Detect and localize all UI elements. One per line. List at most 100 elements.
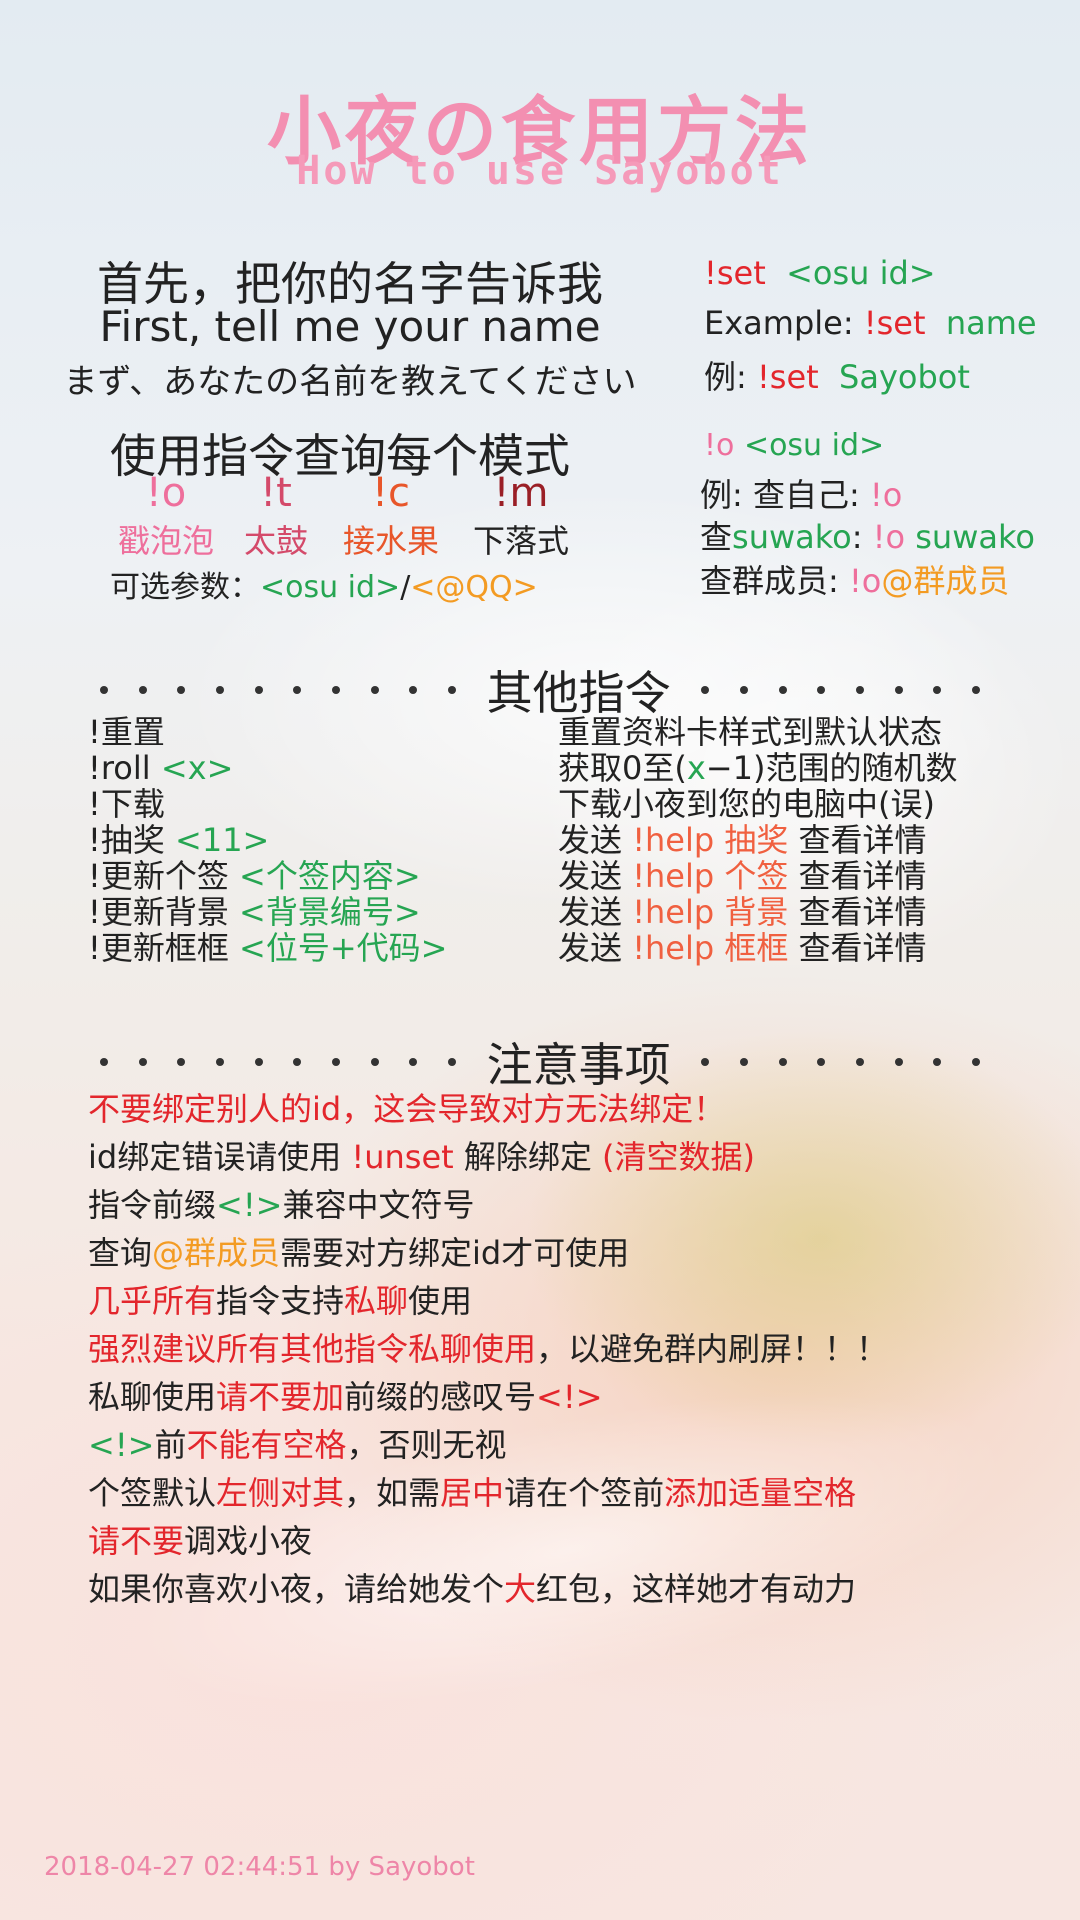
note-text: 查询 [88, 1234, 153, 1272]
set-command: !set <osu id> [704, 254, 936, 292]
modes-heading: 使用指令查询每个模式 [110, 429, 570, 483]
note-7: 私聊使用请不要加前缀的感叹号<!> [88, 1372, 603, 1418]
set-arg: <osu id> [786, 254, 936, 292]
o-example-group: 查群成员: !o@群成员 [700, 556, 1009, 602]
notes-heading: 注意事项 [100, 1032, 980, 1092]
note-text: 解除绑定 [453, 1138, 603, 1176]
command-send: 发送 [558, 857, 633, 895]
params-sep: / [400, 570, 411, 605]
note-highlight: 居中 [440, 1474, 505, 1512]
example2-cmd: !set [756, 358, 819, 396]
mode-name-mania: 下落式 [472, 522, 569, 560]
heading-dot [778, 1058, 787, 1066]
example-cmd: !set [863, 304, 926, 342]
heading-dot [138, 1058, 147, 1066]
command-send: 发送 [558, 929, 633, 967]
note-8: <!>前不能有空格，否则无视 [88, 1420, 507, 1466]
mode-name-taiko: 太鼓 [243, 522, 308, 560]
other-heading-text: 其他指令 [486, 666, 671, 720]
command-roll-desc: 获取0至(x−1)范围的随机数 [558, 750, 957, 786]
command-frame-desc: 发送 !help 框框 查看详情 [558, 930, 927, 966]
note-prefix: <!> [216, 1186, 283, 1224]
heading-dot [778, 686, 787, 694]
params-osu: <osu id> [260, 570, 401, 605]
command-arg: <背景编号> [239, 893, 421, 931]
command-desc: 重置资料卡样式到默认状态 [558, 713, 943, 751]
o-example-suwako: 查suwako: !o suwako [700, 512, 1035, 558]
note-text: 前 [154, 1426, 187, 1464]
note-prefix: <!> [536, 1378, 603, 1416]
heading-dot [855, 1058, 864, 1066]
heading-dot [215, 1058, 224, 1066]
heading-dot [701, 686, 710, 694]
heading-dot [739, 686, 748, 694]
command-background-desc: 发送 !help 背景 查看详情 [558, 894, 927, 930]
command-send: 发送 [558, 893, 633, 931]
params-label: 可选参数： [110, 570, 260, 605]
set-example: Example: !set name [704, 304, 1037, 342]
heading-dot [370, 1058, 379, 1066]
example-label: Example: [704, 304, 864, 342]
command-name: !重置 [88, 713, 165, 751]
group-cmd: !o [848, 562, 882, 600]
note-highlight: 几乎所有 [88, 1282, 217, 1320]
command-help: !help 框框 [632, 929, 789, 967]
command-help: !help 抽奖 [632, 821, 789, 859]
example-arg: name [945, 304, 1037, 342]
heading-dot [894, 1058, 903, 1066]
note-10: 请不要调戏小夜 [88, 1516, 312, 1562]
note-text: 前缀的感叹号 [344, 1378, 537, 1416]
page-subtitle: How to use Sayobot [296, 148, 784, 194]
heading-dot [409, 1058, 418, 1066]
heading-dot [293, 1058, 302, 1066]
note-highlight: 强烈建议所有其他指令私聊使用 [88, 1330, 537, 1368]
command-name: !抽奖 [88, 821, 176, 859]
heading-dot [701, 1058, 710, 1066]
note-2: id绑定错误请使用 !unset 解除绑定 (清空数据) [88, 1132, 755, 1178]
mode-cmd-mania: !m [493, 470, 549, 516]
group-label: 查群成员: [700, 562, 849, 600]
command-reset: !重置 [88, 714, 165, 750]
mode-name-osu: 戳泡泡 [117, 522, 214, 560]
heading-dot [177, 1058, 186, 1066]
command-name: !更新框框 [88, 929, 240, 967]
note-text: 私聊使用 [88, 1378, 217, 1416]
footer-by: by Sayobot [320, 1852, 475, 1882]
note-highlight: 大 [504, 1570, 537, 1608]
command-arg: <x> [160, 749, 234, 787]
note-9: 个签默认左侧对其，如需居中请在个签前添加适量空格 [88, 1468, 856, 1514]
mode-cmd-osu: !o [145, 470, 187, 516]
mode-cmd-taiko: !t [260, 470, 292, 516]
note-text: 红包，这样她才有动力 [536, 1570, 857, 1608]
command-desc-x: x [686, 749, 706, 787]
note-3: 指令前缀<!>兼容中文符号 [88, 1180, 474, 1226]
command-background: !更新背景 <背景编号> [88, 894, 421, 930]
note-highlight: 请不要 [88, 1522, 185, 1560]
footer: 2018-04-27 02:44:51 by Sayobot [44, 1852, 475, 1882]
command-tail: 查看详情 [788, 857, 927, 895]
intro-en: First, tell me your name [99, 302, 601, 351]
note-member: @群成员 [152, 1234, 281, 1272]
mode-cmd-ctb: !c [371, 470, 411, 516]
command-tail: 查看详情 [788, 929, 927, 967]
note-text: 指令前缀 [88, 1186, 217, 1224]
group-arg: @群成员 [881, 562, 1010, 600]
command-reset-desc: 重置资料卡样式到默认状态 [558, 714, 942, 750]
command-arg: <位号+代码> [239, 929, 448, 967]
heading-dot [215, 686, 224, 694]
note-highlight: 私聊 [344, 1282, 409, 1320]
heading-dot [817, 1058, 826, 1066]
heading-dot [894, 686, 903, 694]
command-download-desc: 下载小夜到您的电脑中(误) [558, 786, 935, 822]
note-text: ，以避免群内刷屏！！！ [536, 1330, 889, 1368]
note-unset: !unset [351, 1138, 454, 1176]
note-text: 调戏小夜 [184, 1522, 313, 1560]
self-label: 例: 查自己: [700, 476, 870, 514]
heading-dot [409, 686, 418, 694]
o-example-self: 例: 查自己: !o [700, 470, 902, 516]
command-arg: <11> [175, 821, 270, 859]
heading-dot [138, 686, 147, 694]
example2-arg: Sayobot [839, 358, 970, 396]
command-download: !下载 [88, 786, 165, 822]
heading-dot [370, 686, 379, 694]
